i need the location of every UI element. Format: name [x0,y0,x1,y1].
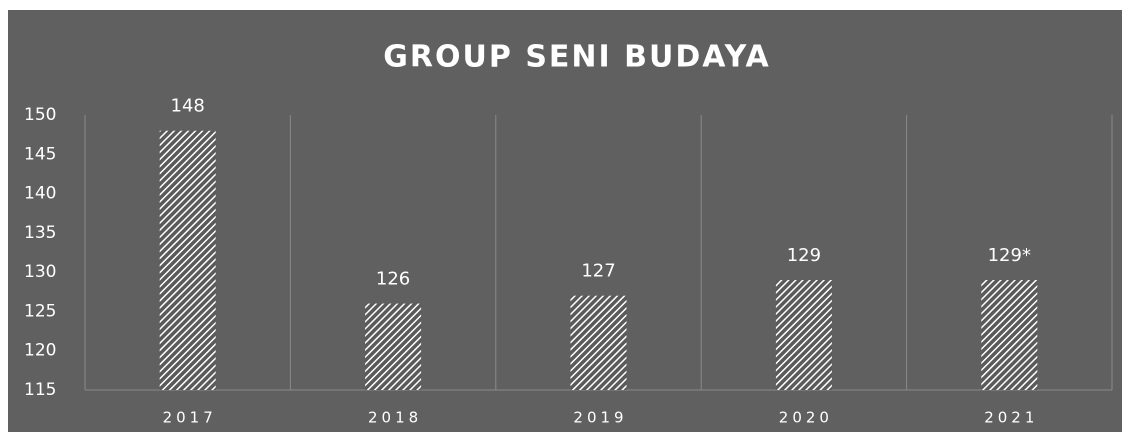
x-tick-label: 2020 [779,409,833,427]
x-tick-label: 2018 [368,409,422,427]
bar [365,303,422,390]
y-tick-label: 125 [24,301,56,321]
value-label: 148 [171,96,205,117]
y-tick-label: 145 [24,144,56,164]
bar [570,295,627,390]
value-label: 126 [376,269,410,290]
y-tick-label: 130 [24,262,56,282]
chart-title: GROUP SENI BUDAYA [383,40,770,75]
value-label: 129 [787,245,821,266]
y-tick-label: 150 [24,105,56,125]
value-label: 129* [988,245,1031,266]
y-tick-label: 140 [24,184,56,204]
y-tick-label: 135 [24,223,56,243]
bar [775,280,832,390]
x-tick-label: 2019 [573,409,627,427]
value-label: 127 [581,261,615,282]
y-tick-label: 120 [24,341,56,361]
y-tick-label: 115 [24,380,56,400]
x-tick-label: 2021 [984,409,1038,427]
bar [159,130,216,390]
x-tick-label: 2017 [163,409,217,427]
bar [981,280,1038,390]
